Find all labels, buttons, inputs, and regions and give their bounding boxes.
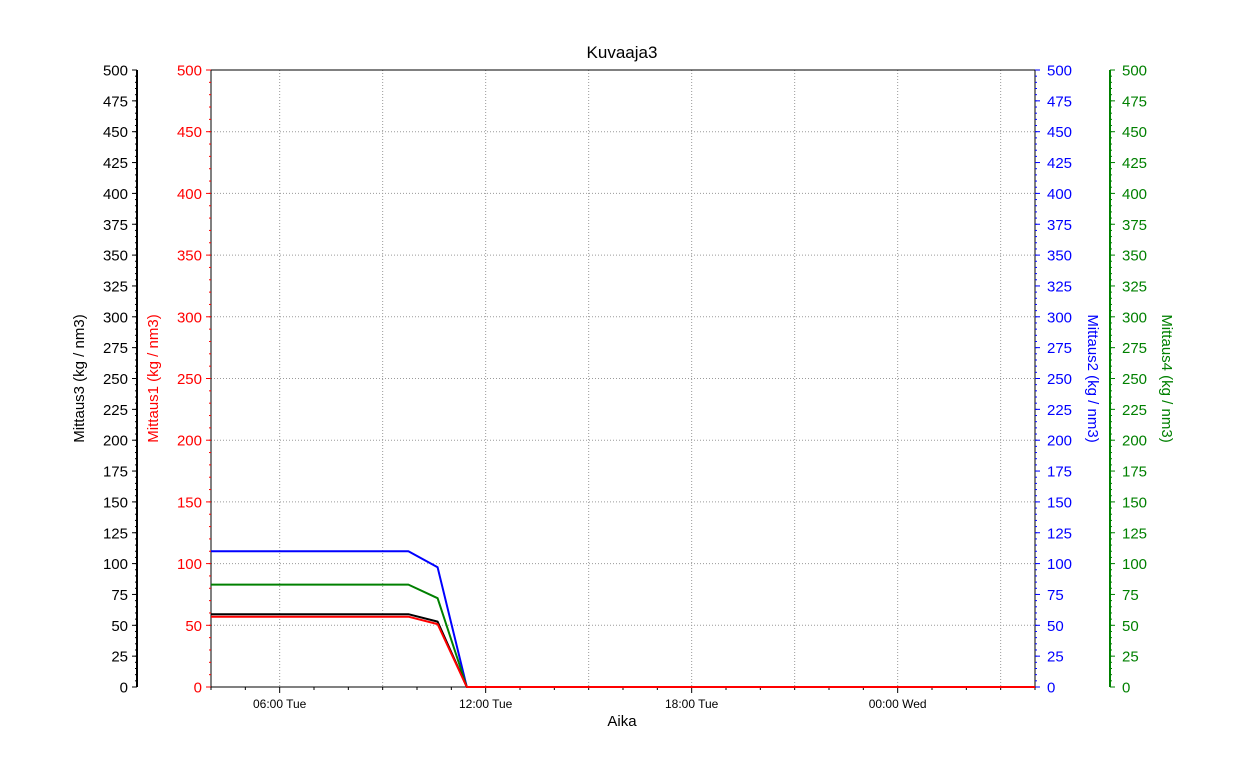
mittaus3-tick-label: 25 bbox=[111, 649, 128, 666]
mittaus1-tick-label: 250 bbox=[177, 371, 202, 388]
mittaus4-axis-title: Mittaus4 (kg / nm3) bbox=[1158, 314, 1175, 442]
x-axis-ticks: 06:00 Tue 12:00 Tue 18:00 Tue 00:00 Wed bbox=[210, 687, 1036, 711]
mittaus2-tick-label: 350 bbox=[1047, 248, 1072, 265]
mittaus1-tick-label: 0 bbox=[194, 680, 202, 697]
x-tick-label: 12:00 Tue bbox=[459, 697, 513, 711]
mittaus2-tick-label: 25 bbox=[1047, 649, 1064, 666]
mittaus3-tick-label: 325 bbox=[103, 278, 128, 295]
mittaus2-tick-label: 300 bbox=[1047, 309, 1072, 326]
series-line-mittaus4 bbox=[211, 583, 1035, 688]
mittaus3-tick-label: 125 bbox=[103, 525, 128, 542]
mittaus2-tick-label: 425 bbox=[1047, 155, 1072, 172]
mittaus4-tick-label: 150 bbox=[1122, 494, 1147, 511]
mittaus2-tick-label: 375 bbox=[1047, 217, 1072, 234]
mittaus3-tick-label: 75 bbox=[111, 587, 128, 604]
mittaus2-tick-label: 200 bbox=[1047, 433, 1072, 450]
mittaus3-tick-label: 100 bbox=[103, 556, 128, 573]
mittaus4-tick-label: 450 bbox=[1122, 124, 1147, 141]
mittaus4-tick-label: 300 bbox=[1122, 309, 1147, 326]
mittaus1-tick-label: 450 bbox=[177, 124, 202, 141]
mittaus4-tick-label: 275 bbox=[1122, 340, 1147, 357]
mittaus4-tick-label: 350 bbox=[1122, 248, 1147, 265]
mittaus2-tick-label: 500 bbox=[1047, 63, 1072, 80]
mittaus4-tick-label: 125 bbox=[1122, 525, 1147, 542]
series-group bbox=[211, 550, 1035, 688]
series-line-mittaus2 bbox=[211, 550, 1035, 688]
mittaus3-tick-label: 350 bbox=[103, 248, 128, 265]
mittaus2-tick-label: 50 bbox=[1047, 618, 1064, 635]
mittaus4-tick-label: 50 bbox=[1122, 618, 1139, 635]
mittaus4-tick-label: 25 bbox=[1122, 649, 1139, 666]
mittaus1-tick-label: 150 bbox=[177, 494, 202, 511]
mittaus2-tick-label: 325 bbox=[1047, 278, 1072, 295]
mittaus2-tick-label: 150 bbox=[1047, 494, 1072, 511]
mittaus4-tick-label: 225 bbox=[1122, 402, 1147, 419]
mittaus3-tick-label: 150 bbox=[103, 494, 128, 511]
mittaus2-tick-label: 450 bbox=[1047, 124, 1072, 141]
mittaus3-tick-label: 300 bbox=[103, 309, 128, 326]
mittaus1-tick-label: 200 bbox=[177, 433, 202, 450]
mittaus1-tick-label: 50 bbox=[185, 618, 202, 635]
mittaus4-tick-label: 425 bbox=[1122, 155, 1147, 172]
mittaus4-tick-label: 325 bbox=[1122, 278, 1147, 295]
mittaus2-tick-label: 475 bbox=[1047, 93, 1072, 110]
mittaus1-tick-label: 300 bbox=[177, 309, 202, 326]
x-tick-label: 06:00 Tue bbox=[253, 697, 307, 711]
mittaus2-tick-label: 400 bbox=[1047, 186, 1072, 203]
mittaus2-tick-label: 75 bbox=[1047, 587, 1064, 604]
mittaus2-tick-label: 175 bbox=[1047, 464, 1072, 481]
x-tick-label: 18:00 Tue bbox=[665, 697, 719, 711]
mittaus3-tick-label: 400 bbox=[103, 186, 128, 203]
mittaus2-tick-label: 100 bbox=[1047, 556, 1072, 573]
mittaus3-tick-label: 225 bbox=[103, 402, 128, 419]
grid-lines bbox=[211, 70, 1035, 687]
mittaus4-tick-label: 400 bbox=[1122, 186, 1147, 203]
x-tick-label: 00:00 Wed bbox=[869, 697, 927, 711]
series-line-mittaus1 bbox=[211, 615, 1035, 688]
mittaus4-tick-label: 500 bbox=[1122, 63, 1147, 80]
mittaus2-tick-label: 275 bbox=[1047, 340, 1072, 357]
mittaus4-tick-label: 175 bbox=[1122, 464, 1147, 481]
axes-group: 0255075100125150175200225250275300325350… bbox=[71, 63, 1175, 697]
mittaus3-tick-label: 375 bbox=[103, 217, 128, 234]
mittaus3-axis-title: Mittaus3 (kg / nm3) bbox=[71, 314, 88, 442]
x-axis-label: Aika bbox=[607, 713, 637, 730]
mittaus2-tick-label: 0 bbox=[1047, 680, 1055, 697]
mittaus3-tick-label: 475 bbox=[103, 93, 128, 110]
mittaus3-tick-label: 450 bbox=[103, 124, 128, 141]
mittaus1-tick-label: 500 bbox=[177, 63, 202, 80]
mittaus3-tick-label: 0 bbox=[120, 680, 128, 697]
chart-title: Kuvaaja3 bbox=[587, 43, 658, 62]
mittaus4-tick-label: 200 bbox=[1122, 433, 1147, 450]
mittaus4-tick-label: 475 bbox=[1122, 93, 1147, 110]
mittaus2-tick-label: 250 bbox=[1047, 371, 1072, 388]
mittaus2-axis-title: Mittaus2 (kg / nm3) bbox=[1084, 314, 1101, 442]
mittaus1-tick-label: 100 bbox=[177, 556, 202, 573]
mittaus4-tick-label: 100 bbox=[1122, 556, 1147, 573]
mittaus3-tick-label: 500 bbox=[103, 63, 128, 80]
mittaus1-tick-label: 400 bbox=[177, 186, 202, 203]
mittaus3-tick-label: 250 bbox=[103, 371, 128, 388]
mittaus3-tick-label: 275 bbox=[103, 340, 128, 357]
mittaus4-tick-label: 75 bbox=[1122, 587, 1139, 604]
mittaus3-tick-label: 50 bbox=[111, 618, 128, 635]
mittaus3-tick-label: 175 bbox=[103, 464, 128, 481]
mittaus3-tick-label: 425 bbox=[103, 155, 128, 172]
mittaus1-axis-title: Mittaus1 (kg / nm3) bbox=[145, 314, 162, 442]
mittaus2-tick-label: 125 bbox=[1047, 525, 1072, 542]
mittaus4-tick-label: 0 bbox=[1122, 680, 1130, 697]
mittaus2-tick-label: 225 bbox=[1047, 402, 1072, 419]
mittaus4-tick-label: 375 bbox=[1122, 217, 1147, 234]
mittaus4-tick-label: 250 bbox=[1122, 371, 1147, 388]
mittaus1-tick-label: 350 bbox=[177, 248, 202, 265]
mittaus3-tick-label: 200 bbox=[103, 433, 128, 450]
